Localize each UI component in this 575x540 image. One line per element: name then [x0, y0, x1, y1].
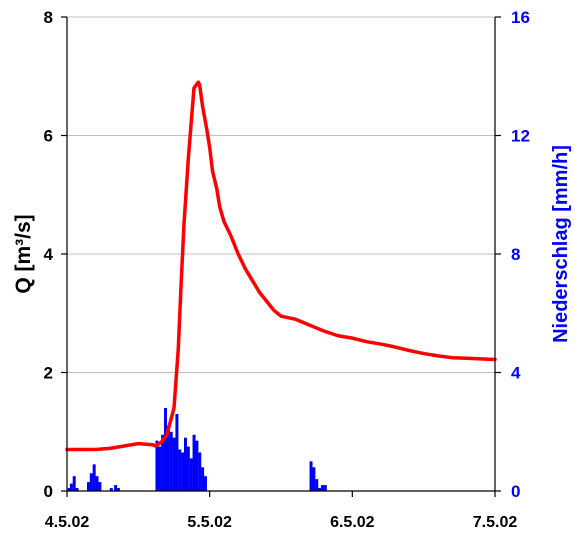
rain-bar	[203, 476, 207, 491]
rain-bar	[312, 467, 316, 491]
rain-bar	[116, 488, 120, 491]
y-right-tick-label: 12	[511, 127, 530, 146]
rain-bar	[309, 461, 313, 491]
y-left-tick-label: 0	[44, 482, 53, 501]
rain-bar	[69, 483, 73, 491]
x-tick-label: 6.5.02	[330, 514, 375, 531]
rain-bar	[164, 408, 168, 491]
rain-bar	[178, 449, 182, 491]
rain-bar	[198, 452, 202, 491]
discharge-line	[65, 80, 497, 452]
rain-bar	[201, 467, 205, 491]
rain-bar	[155, 440, 159, 491]
rain-bar	[95, 476, 99, 491]
y-left-tick-label: 4	[44, 245, 54, 264]
rain-bar	[315, 479, 319, 491]
rain-bar	[109, 488, 113, 491]
y-right-tick-label: 16	[511, 8, 530, 27]
rain-bar	[161, 434, 165, 491]
rain-bar	[175, 413, 179, 491]
y-left-tick-label: 6	[44, 127, 53, 146]
rain-bar	[166, 425, 170, 491]
rain-bar	[186, 446, 190, 491]
rain-bar	[323, 485, 327, 491]
rain-bar	[72, 476, 76, 491]
y-right-tick-label: 0	[511, 482, 520, 501]
rain-bar	[189, 458, 193, 491]
rain-bar	[114, 485, 118, 491]
y-right-tick-label: 8	[511, 245, 520, 264]
y-left-axis-title: Q [m³/s]	[12, 214, 35, 293]
x-tick-label: 5.5.02	[187, 514, 232, 531]
rain-bar	[92, 464, 96, 491]
y-right-axis-title: Niederschlag [mm/h]	[550, 145, 572, 343]
rain-bar	[98, 482, 102, 491]
rain-bar	[318, 488, 322, 491]
y-left-tick-label: 8	[44, 8, 53, 27]
x-tick-label: 7.5.02	[473, 514, 518, 531]
y-left-tick-label: 2	[44, 364, 53, 383]
rain-bar	[89, 473, 93, 491]
rain-bar	[169, 431, 173, 491]
rain-bar	[67, 488, 71, 491]
rain-bar	[75, 488, 79, 491]
rain-bar	[320, 485, 324, 491]
rain-bar	[195, 440, 199, 491]
rain-bar	[181, 452, 185, 491]
y-right-tick-label: 4	[511, 364, 521, 383]
rain-bar	[158, 446, 162, 491]
rain-bar	[86, 482, 90, 491]
rain-bar	[183, 437, 187, 491]
x-tick-label: 4.5.02	[45, 514, 90, 531]
rain-bar	[192, 434, 196, 491]
rain-bar	[172, 437, 176, 491]
